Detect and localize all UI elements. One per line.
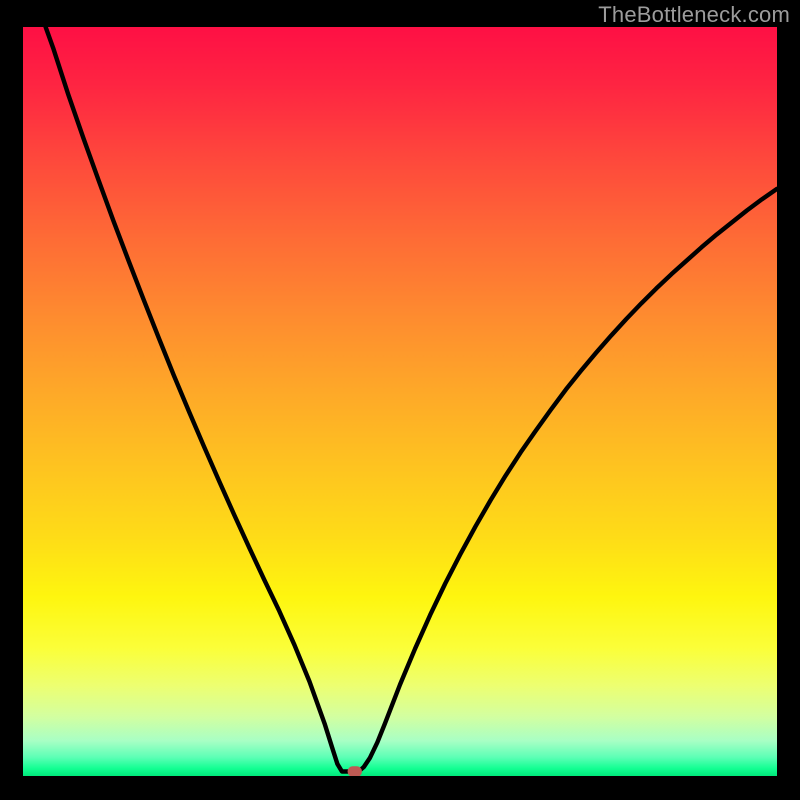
watermark-label: TheBottleneck.com	[598, 2, 790, 28]
plot-area	[23, 27, 777, 776]
bottleneck-curve	[46, 27, 777, 772]
minimum-marker	[348, 766, 362, 776]
curve-layer	[23, 27, 777, 776]
